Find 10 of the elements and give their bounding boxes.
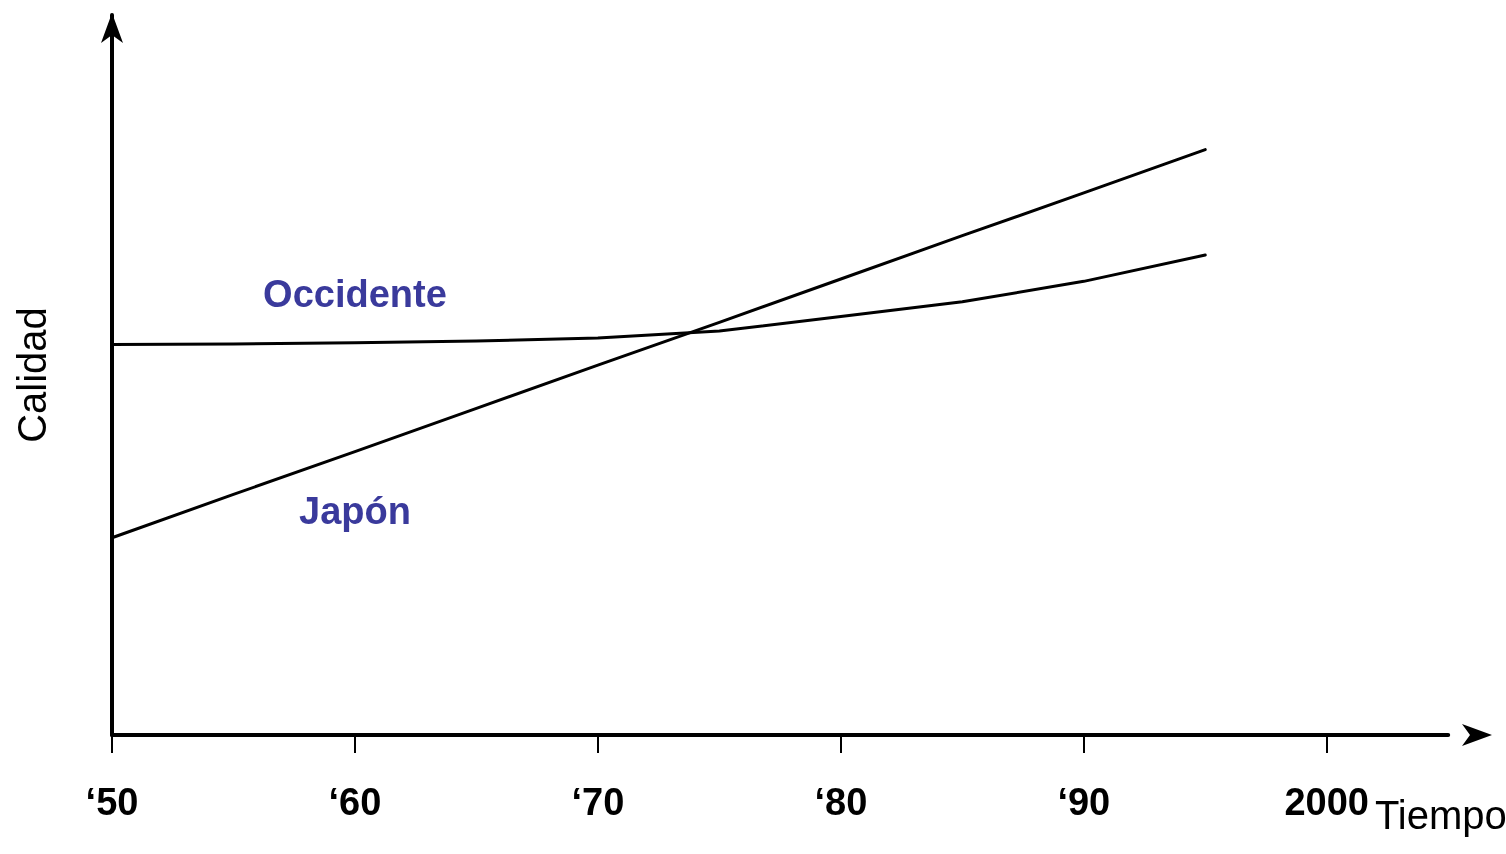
x-tick-label: ‘50: [85, 781, 139, 823]
series-label: Japón: [298, 489, 411, 532]
x-tick-label: ‘60: [328, 781, 382, 823]
y-axis-title: Calidad: [10, 307, 54, 443]
x-tick-label: 2000: [1284, 781, 1370, 823]
x-tick-label: ‘90: [1057, 781, 1111, 823]
series-label: Occidente: [263, 272, 447, 315]
x-axis-title: Tiempo: [1374, 793, 1506, 837]
x-tick-label: ‘80: [814, 781, 868, 823]
x-tick-label: ‘70: [571, 781, 625, 823]
